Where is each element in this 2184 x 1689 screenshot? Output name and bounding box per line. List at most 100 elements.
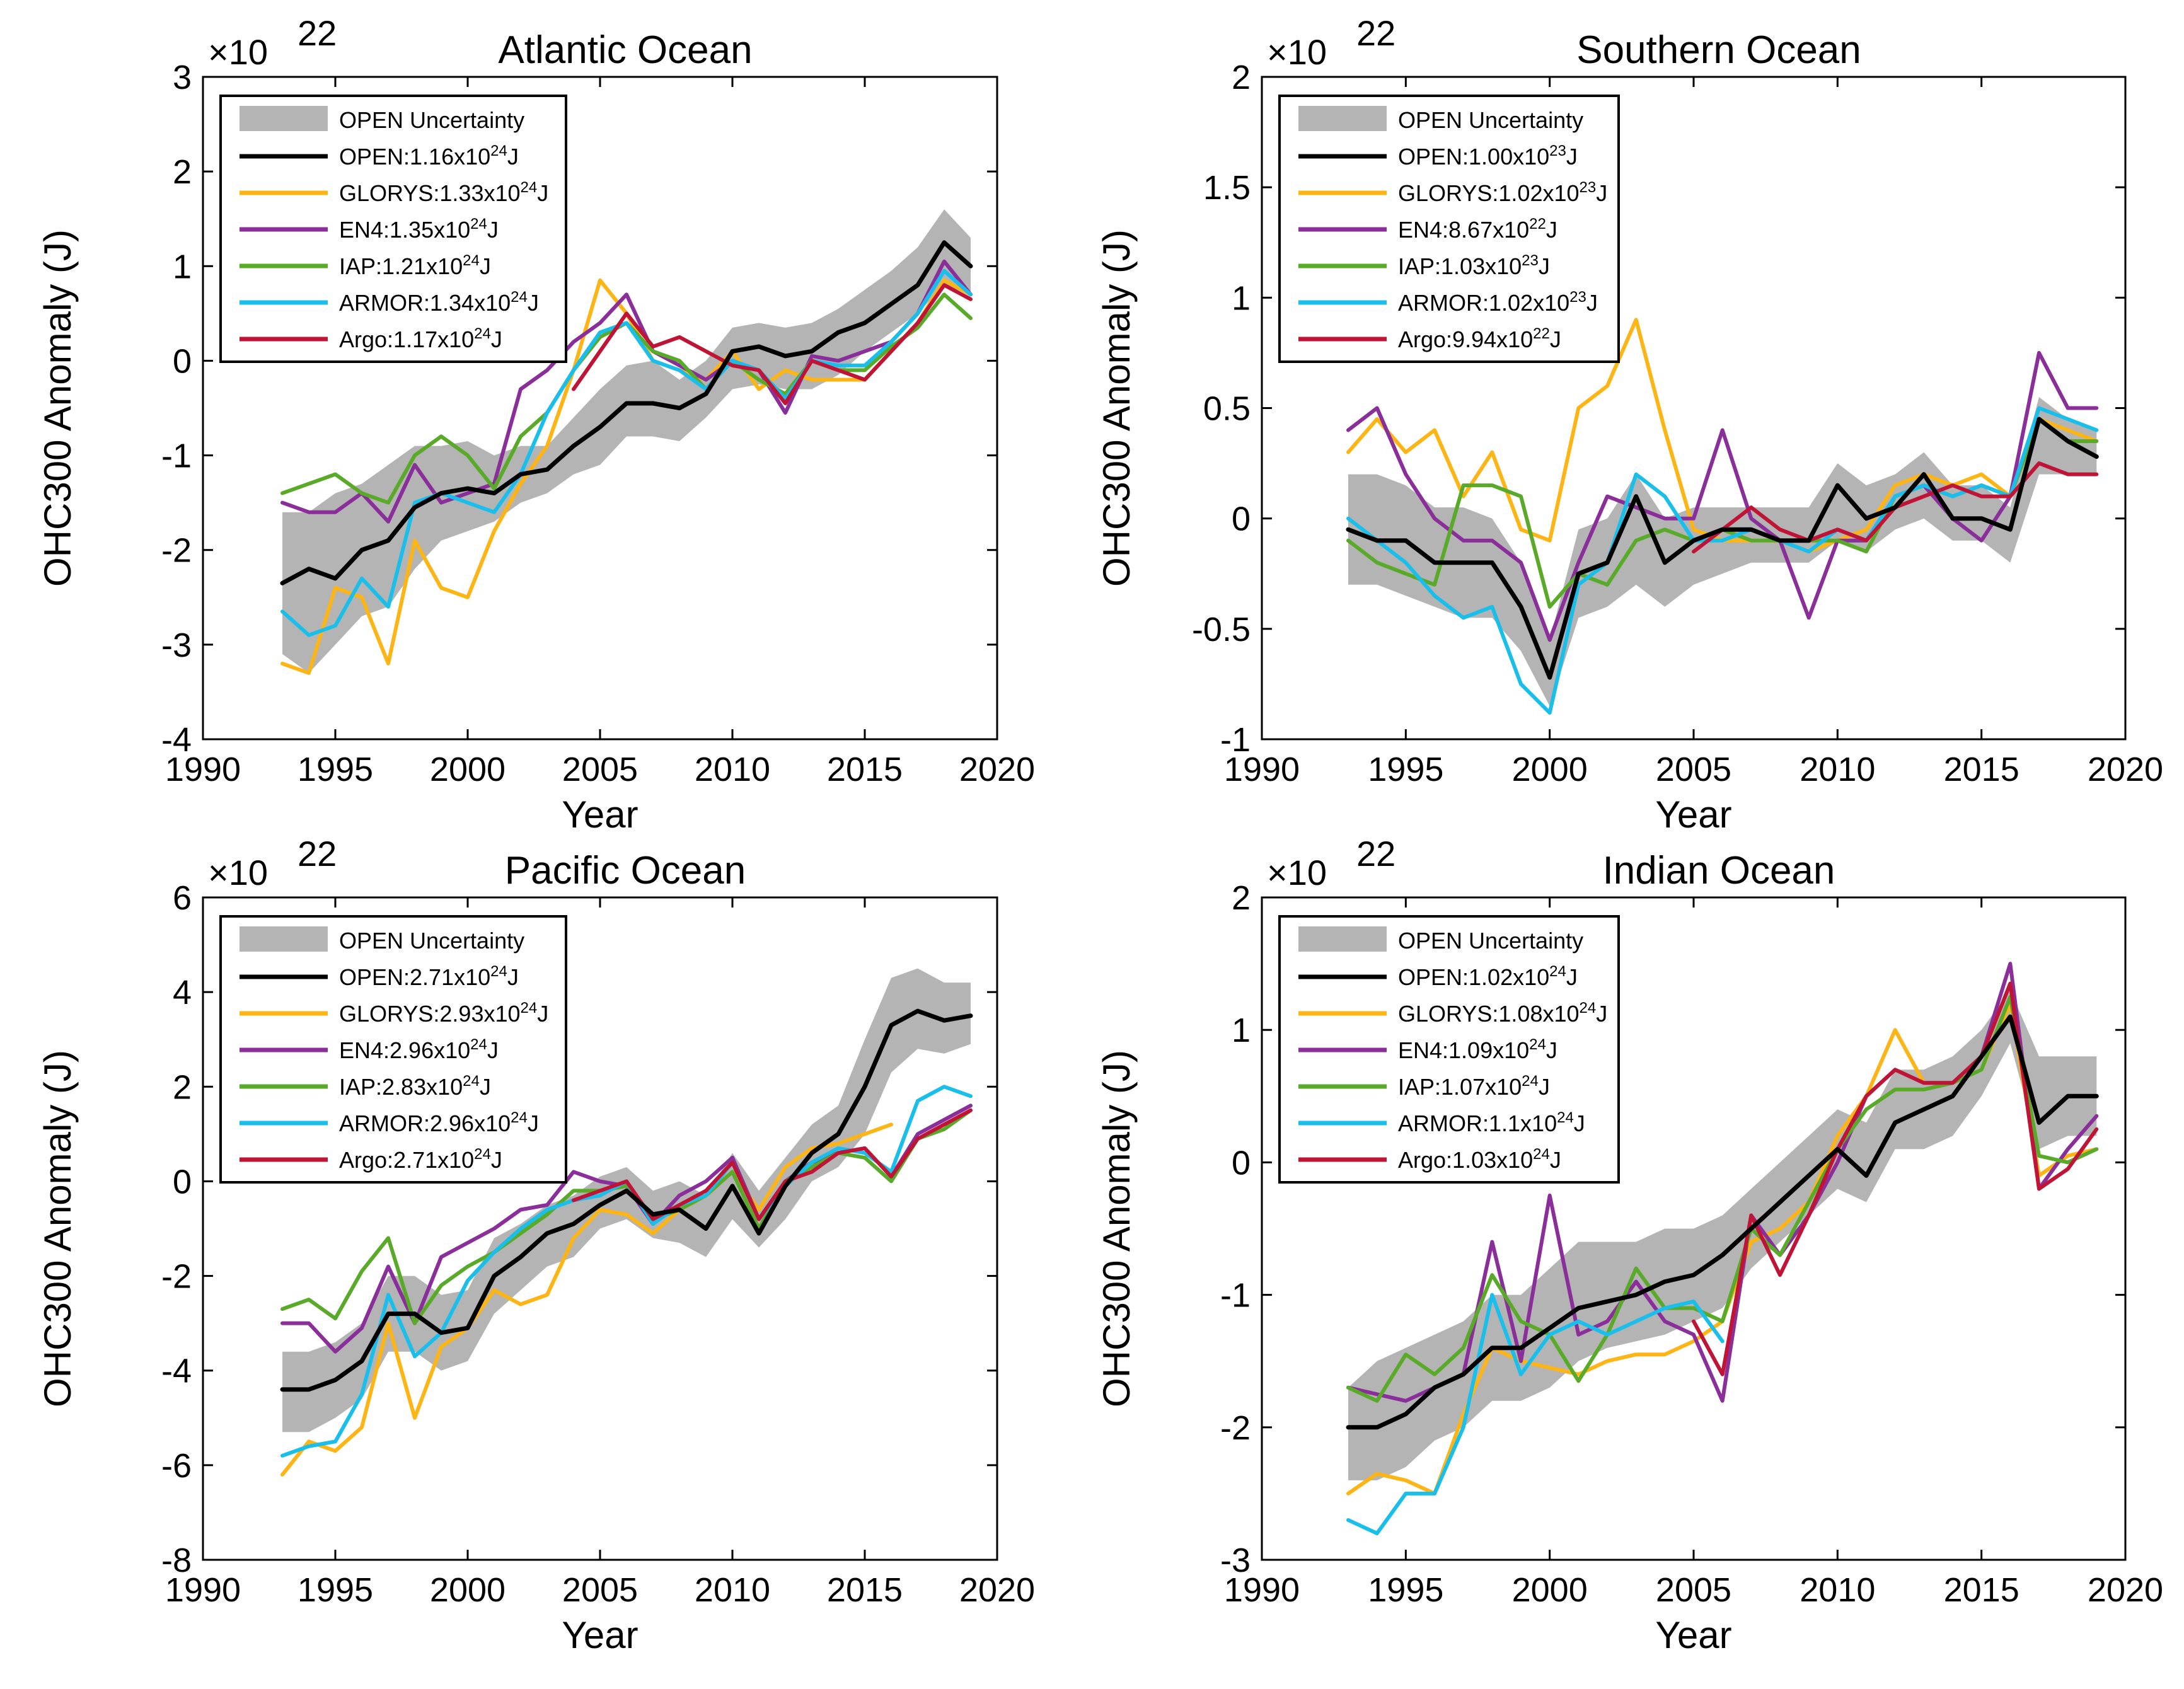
x-tick-label: 1990: [165, 1571, 241, 1609]
legend-swatch-uncertainty: [240, 106, 328, 131]
legend-entry: IAP:1.21x1024J: [240, 252, 491, 279]
x-tick-label: 2000: [430, 1571, 506, 1609]
legend-label-exponent: 23: [1569, 289, 1586, 306]
legend-swatch-uncertainty: [1298, 926, 1387, 952]
legend-entry: EN4:1.09x1024J: [1298, 1036, 1557, 1063]
legend-label-text: IAP:1.03x10: [1398, 253, 1522, 279]
legend-label: ARMOR:1.02x1023J: [1398, 289, 1598, 316]
legend-label-text: ARMOR:1.34x10: [339, 290, 511, 316]
legend-label-unit: J: [528, 290, 539, 316]
legend-label: EN4:8.67x1022J: [1398, 216, 1557, 243]
y-tick-label: -3: [161, 626, 192, 664]
legend-label: GLORYS:1.33x1024J: [339, 179, 548, 206]
legend-label-exponent: 22: [1533, 325, 1550, 342]
legend-swatch-uncertainty: [240, 926, 328, 952]
legend-label-text: OPEN:1.00x10: [1398, 144, 1549, 170]
legend-label: GLORYS:1.02x1023J: [1398, 179, 1607, 206]
legend-label-exponent: 24: [1522, 1073, 1539, 1090]
legend-label-unit: J: [1539, 253, 1550, 279]
legend-label-text: OPEN Uncertainty: [339, 107, 524, 133]
legend-label-text: GLORYS:2.93x10: [339, 1001, 521, 1027]
legend-label-text: Argo:9.94x10: [1398, 326, 1533, 352]
y-tick-label: 1.5: [1203, 169, 1251, 207]
legend-entry: OPEN:2.71x1024J: [240, 963, 519, 990]
chart-title: Pacific Ocean: [505, 849, 746, 892]
x-tick-label: 1990: [1224, 1571, 1300, 1609]
legend-label-exponent: 24: [1533, 1146, 1550, 1163]
y-tick-label: 1: [1232, 279, 1251, 317]
legend-label-text: Argo:1.03x10: [1398, 1147, 1533, 1173]
legend-label-text: OPEN:1.02x10: [1398, 964, 1549, 990]
legend-label: OPEN:1.16x1024J: [339, 142, 519, 170]
y-tick-label: 0: [173, 1163, 192, 1201]
legend-label-text: OPEN:2.71x10: [339, 964, 490, 990]
legend: OPEN UncertaintyOPEN:1.00x1023JGLORYS:1.…: [1278, 95, 1620, 363]
x-tick-label: 2005: [562, 1571, 638, 1609]
legend-label-text: EN4:1.09x10: [1398, 1037, 1529, 1063]
y-tick-label: -2: [161, 532, 192, 570]
legend-label-unit: J: [507, 144, 519, 170]
legend-label-exponent: 24: [1529, 1036, 1546, 1053]
x-tick-label: 1995: [298, 751, 373, 788]
y-tick-label: 4: [173, 974, 192, 1012]
x-tick-label: 2010: [1800, 751, 1875, 788]
x-tick-label: 2010: [1800, 1571, 1875, 1609]
legend-entry: ARMOR:1.34x1024J: [240, 289, 539, 316]
legend-entry: ARMOR:1.02x1023J: [1298, 289, 1598, 316]
exponent-power: 22: [1356, 13, 1395, 53]
legend-label: EN4:2.96x1024J: [339, 1036, 499, 1063]
legend-label-text: GLORYS:1.08x10: [1398, 1001, 1580, 1027]
y-tick-label: -1: [1220, 1277, 1251, 1315]
open-uncertainty-band: [1348, 990, 2097, 1480]
legend-label: GLORYS:2.93x1024J: [339, 1000, 548, 1027]
legend: OPEN UncertaintyOPEN:1.02x1024JGLORYS:1.…: [1278, 915, 1620, 1184]
x-tick-label: 2005: [562, 751, 638, 788]
y-tick-label: 0: [173, 342, 192, 380]
x-tick-label: 1995: [1368, 1571, 1443, 1609]
legend-label-exponent: 24: [490, 142, 507, 159]
legend-label-unit: J: [480, 1074, 491, 1100]
legend-label: IAP:1.07x1024J: [1398, 1073, 1550, 1100]
legend-label: ARMOR:1.1x1024J: [1398, 1109, 1585, 1136]
legend-label-unit: J: [1546, 217, 1557, 243]
legend-label-unit: J: [1596, 180, 1607, 206]
legend-entry: OPEN:1.02x1024J: [1298, 963, 1578, 990]
y-tick-label: -3: [1220, 1542, 1251, 1579]
legend-label: OPEN Uncertainty: [1398, 107, 1583, 133]
y-tick-label: -2: [1220, 1409, 1251, 1447]
legend-label-unit: J: [487, 1037, 499, 1063]
x-tick-label: 2020: [2088, 751, 2163, 788]
legend-entry: OPEN Uncertainty: [240, 926, 524, 954]
legend-label-unit: J: [507, 964, 519, 990]
y-tick-label: -8: [161, 1542, 192, 1579]
legend-label-text: ARMOR:1.1x10: [1398, 1110, 1557, 1136]
legend-label-exponent: 24: [470, 216, 487, 233]
x-tick-label: 2005: [1656, 1571, 1731, 1609]
x-tick-label: 2020: [2088, 1571, 2163, 1609]
y-tick-label: -4: [161, 721, 192, 759]
legend-label-unit: J: [1566, 144, 1578, 170]
legend-label-text: EN4:1.35x10: [339, 217, 470, 243]
x-axis-label: Year: [562, 793, 638, 836]
y-tick-label: 0: [1232, 500, 1251, 538]
legend-entry: ARMOR:1.1x1024J: [1298, 1109, 1585, 1136]
legend-entry: OPEN Uncertainty: [240, 106, 524, 133]
legend-label-text: IAP:1.21x10: [339, 253, 463, 279]
legend-entry: OPEN Uncertainty: [1298, 106, 1583, 133]
y-axis-label: OHC300 Anomaly (J): [1095, 1050, 1138, 1407]
x-tick-label: 2000: [1512, 1571, 1588, 1609]
x-tick-label: 2015: [827, 1571, 903, 1609]
legend-label-exponent: 23: [1549, 142, 1566, 159]
legend-label-unit: J: [1546, 1037, 1557, 1063]
exponent-label: ×10: [1267, 853, 1327, 892]
legend-entry: OPEN:1.16x1024J: [240, 142, 519, 170]
legend-label-text: OPEN Uncertainty: [339, 928, 524, 954]
open-uncertainty-band: [1348, 397, 2097, 706]
y-tick-label: 3: [173, 59, 192, 96]
series-line-en4: [280, 259, 973, 524]
legend-label-exponent: 24: [511, 289, 528, 306]
legend-label-unit: J: [491, 326, 502, 352]
x-tick-label: 2020: [959, 1571, 1035, 1609]
legend-label-exponent: 24: [470, 1036, 487, 1053]
legend-label: IAP:1.03x1023J: [1398, 252, 1550, 279]
